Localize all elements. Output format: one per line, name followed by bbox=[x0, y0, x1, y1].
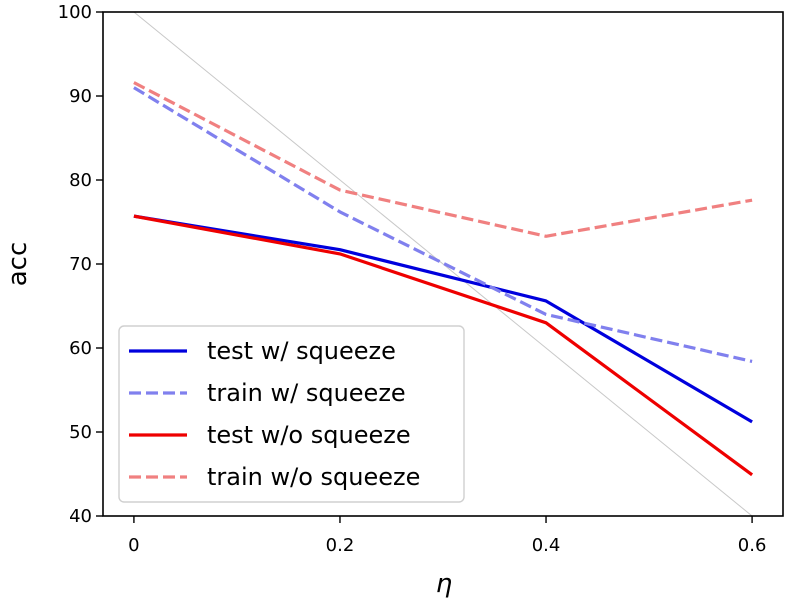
legend-box bbox=[118, 325, 465, 503]
y-tick-label: 100 bbox=[58, 2, 92, 23]
y-tick-label: 60 bbox=[69, 338, 92, 359]
legend-label-3: test w/o squeeze bbox=[207, 421, 411, 449]
series-line-1 bbox=[133, 214, 753, 424]
series-line-4 bbox=[133, 81, 753, 238]
x-axis-label: η bbox=[436, 569, 452, 599]
y-axis-label: acc bbox=[3, 242, 33, 287]
x-tick-label: 0 bbox=[128, 535, 139, 556]
x-tick-label: 0.6 bbox=[738, 535, 767, 556]
y-tick-label: 70 bbox=[69, 254, 92, 275]
y-tick-label: 80 bbox=[69, 170, 92, 191]
reference-line bbox=[133, 12, 753, 516]
legend-label-4: train w/o squeeze bbox=[207, 463, 420, 491]
ticks: 0 0.2 0.4 0.6 40 50 60 70 80 90 100 bbox=[58, 2, 767, 556]
plot-lines bbox=[133, 12, 754, 516]
y-tick-label: 50 bbox=[69, 422, 92, 443]
y-tick-label: 40 bbox=[69, 506, 92, 527]
x-tick-label: 0.2 bbox=[326, 535, 355, 556]
series-line-2 bbox=[133, 86, 753, 363]
series-line-3 bbox=[133, 214, 754, 477]
y-tick-label: 90 bbox=[69, 86, 92, 107]
legend-label-2: train w/ squeeze bbox=[207, 379, 406, 407]
legend-label-1: test w/ squeeze bbox=[207, 337, 396, 365]
x-tick-label: 0.4 bbox=[532, 535, 561, 556]
legend: test w/ squeeze train w/ squeeze test w/o … bbox=[118, 325, 465, 503]
